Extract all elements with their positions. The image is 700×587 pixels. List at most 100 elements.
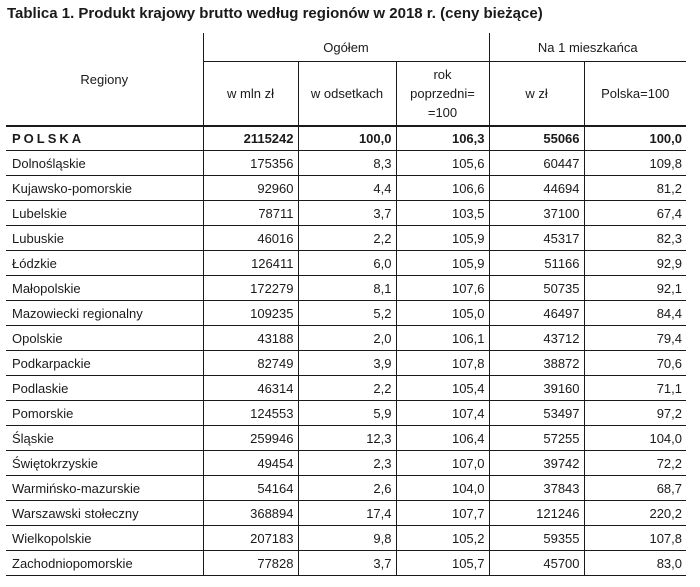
region-name: Mazowiecki regionalny	[6, 300, 203, 326]
cell-polska-100: 97,2	[583, 400, 687, 426]
cell-w-zl: 51166	[488, 250, 585, 276]
cell-w-mln-zl: 2115242	[202, 125, 298, 151]
cell-w-odsetkach: 3,7	[297, 200, 396, 226]
cell-w-zl: 38872	[488, 350, 585, 376]
cell-w-mln-zl: 126411	[202, 250, 298, 276]
cell-w-mln-zl: 82749	[202, 350, 298, 376]
region-name: Dolnośląskie	[6, 150, 203, 176]
header-regiony: Regiony	[6, 33, 203, 127]
cell-w-mln-zl: 368894	[202, 500, 298, 526]
cell-w-zl: 45700	[488, 550, 585, 576]
region-name: Lubelskie	[6, 200, 203, 226]
table-row: Zachodniopomorskie 77828 3,7 105,7 45700 83,0	[6, 550, 687, 576]
cell-w-odsetkach: 2,2	[297, 375, 396, 401]
region-name: Warmińsko-mazurskie	[6, 475, 203, 501]
cell-polska-100: 67,4	[583, 200, 687, 226]
cell-w-mln-zl: 78711	[202, 200, 298, 226]
cell-w-zl: 50735	[488, 275, 585, 301]
cell-rok-poprzedni: 107,7	[395, 500, 490, 526]
cell-rok-poprzedni: 105,2	[395, 525, 490, 551]
cell-w-mln-zl: 49454	[202, 450, 298, 476]
region-name: Wielkopolskie	[6, 525, 203, 551]
cell-polska-100: 107,8	[583, 525, 687, 551]
cell-rok-poprzedni: 105,9	[395, 250, 490, 276]
cell-w-zl: 39742	[488, 450, 585, 476]
table-row: Wielkopolskie 207183 9,8 105,2 59355 107,8	[6, 525, 687, 551]
cell-w-odsetkach: 9,8	[297, 525, 396, 551]
cell-rok-poprzedni: 104,0	[395, 475, 490, 501]
cell-w-odsetkach: 100,0	[297, 125, 396, 151]
cell-rok-poprzedni: 103,5	[395, 200, 490, 226]
cell-w-odsetkach: 3,7	[297, 550, 396, 576]
region-name: Opolskie	[6, 325, 203, 351]
table-row: Dolnośląskie 175356 8,3 105,6 60447 109,8	[6, 150, 687, 176]
cell-polska-100: 70,6	[583, 350, 687, 376]
cell-polska-100: 92,9	[583, 250, 687, 276]
region-name: POLSKA	[6, 125, 203, 151]
cell-w-odsetkach: 2,2	[297, 225, 396, 251]
cell-w-mln-zl: 46016	[202, 225, 298, 251]
cell-rok-poprzedni: 107,8	[395, 350, 490, 376]
cell-w-zl: 46497	[488, 300, 585, 326]
region-name: Świętokrzyskie	[6, 450, 203, 476]
table-row: Lubuskie 46016 2,2 105,9 45317 82,3	[6, 225, 687, 251]
cell-w-mln-zl: 172279	[202, 275, 298, 301]
region-name: Zachodniopomorskie	[6, 550, 203, 576]
table-row: Podkarpackie 82749 3,9 107,8 38872 70,6	[6, 350, 687, 376]
cell-w-mln-zl: 207183	[202, 525, 298, 551]
cell-polska-100: 109,8	[583, 150, 687, 176]
cell-polska-100: 83,0	[583, 550, 687, 576]
table-row: Pomorskie 124553 5,9 107,4 53497 97,2	[6, 400, 687, 426]
cell-w-odsetkach: 5,9	[297, 400, 396, 426]
cell-rok-poprzedni: 106,4	[395, 425, 490, 451]
region-name: Podlaskie	[6, 375, 203, 401]
table-title: Tablica 1. Produkt krajowy brutto według…	[7, 5, 543, 22]
cell-w-zl: 45317	[488, 225, 585, 251]
region-name: Łódzkie	[6, 250, 203, 276]
cell-w-odsetkach: 8,1	[297, 275, 396, 301]
cell-rok-poprzedni: 105,6	[395, 150, 490, 176]
cell-polska-100: 68,7	[583, 475, 687, 501]
cell-w-zl: 43712	[488, 325, 585, 351]
cell-w-mln-zl: 46314	[202, 375, 298, 401]
cell-rok-poprzedni: 106,1	[395, 325, 490, 351]
cell-w-mln-zl: 175356	[202, 150, 298, 176]
header-group-ogolem: Ogółem	[202, 33, 490, 62]
table-row: Podlaskie 46314 2,2 105,4 39160 71,1	[6, 375, 687, 401]
cell-polska-100: 92,1	[583, 275, 687, 301]
cell-w-mln-zl: 259946	[202, 425, 298, 451]
table-row: Świętokrzyskie 49454 2,3 107,0 39742 72,2	[6, 450, 687, 476]
cell-rok-poprzedni: 105,9	[395, 225, 490, 251]
cell-w-odsetkach: 12,3	[297, 425, 396, 451]
cell-w-mln-zl: 109235	[202, 300, 298, 326]
cell-polska-100: 82,3	[583, 225, 687, 251]
header-w-odsetkach: w odsetkach	[297, 61, 396, 127]
table-row: Łódzkie 126411 6,0 105,9 51166 92,9	[6, 250, 687, 276]
cell-w-zl: 121246	[488, 500, 585, 526]
cell-w-zl: 55066	[488, 125, 585, 151]
gdp-table: Regiony Ogółem Na 1 mieszkańca w mln zł …	[6, 33, 687, 576]
cell-w-zl: 37100	[488, 200, 585, 226]
table-row: Warmińsko-mazurskie 54164 2,6 104,0 37843 68,…	[6, 475, 687, 501]
cell-w-zl: 60447	[488, 150, 585, 176]
cell-rok-poprzedni: 105,0	[395, 300, 490, 326]
cell-w-zl: 59355	[488, 525, 585, 551]
cell-w-zl: 57255	[488, 425, 585, 451]
cell-rok-poprzedni: 106,6	[395, 175, 490, 201]
cell-w-mln-zl: 92960	[202, 175, 298, 201]
cell-w-odsetkach: 2,3	[297, 450, 396, 476]
header-group-na-1-mieszkanca: Na 1 mieszkańca	[488, 33, 687, 62]
header-w-mln-zl: w mln zł	[202, 61, 298, 127]
cell-polska-100: 84,4	[583, 300, 687, 326]
cell-w-mln-zl: 124553	[202, 400, 298, 426]
header-polska-100: Polska=100	[583, 61, 687, 127]
cell-polska-100: 220,2	[583, 500, 687, 526]
cell-rok-poprzedni: 107,0	[395, 450, 490, 476]
cell-rok-poprzedni: 105,4	[395, 375, 490, 401]
cell-rok-poprzedni: 107,6	[395, 275, 490, 301]
cell-w-odsetkach: 6,0	[297, 250, 396, 276]
table-row: Warszawski stołeczny 368894 17,4 107,7 12124…	[6, 500, 687, 526]
cell-polska-100: 100,0	[583, 125, 687, 151]
table-row: Lubelskie 78711 3,7 103,5 37100 67,4	[6, 200, 687, 226]
region-name: Małopolskie	[6, 275, 203, 301]
